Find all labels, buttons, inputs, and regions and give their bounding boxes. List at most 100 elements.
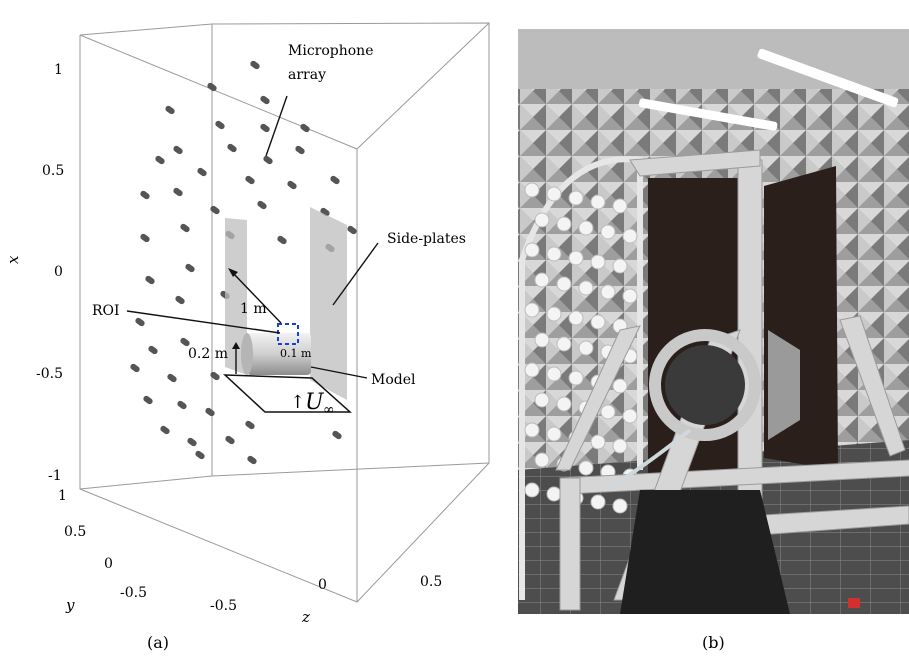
microphone-marker: [185, 263, 195, 273]
test-section-floor: [223, 374, 352, 413]
microphone-marker: [287, 180, 297, 190]
photo-microphone: [612, 378, 628, 394]
microphone-marker: [260, 95, 270, 105]
microphone-marker: [205, 407, 215, 417]
photo-microphone: [568, 250, 584, 266]
microphone-marker: [207, 82, 217, 92]
x-tick-1: 1: [54, 62, 63, 78]
microphone-marker: [165, 105, 175, 115]
microphone-marker: [175, 295, 185, 305]
freestream-velocity-label: ↑ U ∞: [290, 390, 335, 418]
photo-microphone: [556, 276, 572, 292]
y-tick-1: 1: [58, 488, 67, 504]
x-tick-0: 0: [54, 264, 63, 280]
z-axis: -0.5 0 0.5 z: [210, 574, 442, 626]
microphone-marker: [295, 145, 305, 155]
microphone-marker: [320, 207, 330, 217]
dist-02m-label: 0.2 m: [188, 346, 228, 362]
photo-microphone: [600, 284, 616, 300]
microphone-marker: [210, 205, 220, 215]
microphone-marker: [215, 120, 225, 130]
panel-b-caption: (b): [702, 633, 725, 652]
microphone-marker: [148, 345, 158, 355]
dist-1m-line: [231, 271, 282, 324]
photo-microphone: [612, 198, 628, 214]
microphone-marker: [245, 420, 255, 430]
turntable-plate: [768, 330, 800, 440]
tunnel-body: [620, 490, 790, 614]
roi-box: [277, 323, 299, 345]
dist-01m-label: 0.1 m: [280, 347, 312, 360]
microphone-marker: [173, 187, 183, 197]
microphone-marker: [135, 317, 145, 327]
photo-microphone: [578, 280, 594, 296]
photo-microphone: [568, 310, 584, 326]
x-tick-0.5: 0.5: [42, 163, 64, 179]
photo-microphone: [524, 482, 540, 498]
roi-label: ROI: [92, 303, 120, 319]
photo-microphone: [546, 186, 562, 202]
microphone-marker: [250, 60, 260, 70]
microphone-marker: [225, 435, 235, 445]
photo-microphone: [568, 370, 584, 386]
photo-microphone: [556, 336, 572, 352]
y-tick-0.5: 0.5: [64, 524, 86, 540]
microphone-marker: [155, 155, 165, 165]
model-label: Model: [371, 372, 416, 388]
microphone-marker: [247, 455, 257, 465]
microphone-marker: [257, 200, 267, 210]
microphone-marker: [277, 235, 287, 245]
flow-arrow: ↑: [290, 392, 305, 413]
microphone-marker: [180, 223, 190, 233]
photo-microphone: [556, 396, 572, 412]
ceiling-light-2: [638, 98, 778, 131]
photo-microphone: [600, 224, 616, 240]
microphone-marker: [160, 425, 170, 435]
tube: [604, 428, 692, 492]
panel-a-caption: (a): [147, 633, 169, 652]
y-axis-title: y: [65, 596, 75, 614]
side-plate-right: [310, 207, 347, 400]
microphone-marker: [173, 145, 183, 155]
photo-microphone: [546, 366, 562, 382]
microphone-marker: [332, 430, 342, 440]
microphone-marker: [245, 175, 255, 185]
photo-microphone: [534, 392, 550, 408]
photo-microphone: [524, 242, 540, 258]
photo-microphone: [590, 494, 606, 510]
ceiling-light-1: [757, 48, 899, 108]
microphone-marker: [197, 167, 207, 177]
photo-microphone: [524, 362, 540, 378]
panel-a-schematic: 1 0.5 0 -0.5 -1 x 1 0.5 0 -0.5 y -0.5 0 …: [4, 22, 490, 652]
microphone-marker: [260, 123, 270, 133]
z-tick-0: 0: [318, 577, 327, 593]
photo-microphone: [578, 460, 594, 476]
z-tick--0.5: -0.5: [210, 598, 237, 614]
x-tick--0.5: -0.5: [36, 366, 63, 382]
roi-leader: [126, 310, 281, 334]
microphone-label-line2: array: [288, 67, 326, 83]
nozzle-ring: [649, 329, 761, 441]
photo-microphone: [534, 332, 550, 348]
side-plate-left: [225, 218, 247, 375]
side-plates-leader: [332, 242, 379, 306]
bounding-box: [79, 22, 490, 603]
microphone-marker: [177, 400, 187, 410]
emergency-button: [848, 598, 860, 608]
microphone-marker: [300, 123, 310, 133]
panel-b-photo: (b): [518, 29, 909, 652]
photo-microphone: [622, 408, 638, 424]
photo-microphone: [556, 216, 572, 232]
microphone-marker: [167, 373, 177, 383]
microphone-marker: [140, 233, 150, 243]
photo-microphone: [546, 486, 562, 502]
photo-microphone: [600, 404, 616, 420]
nozzle-opening: [665, 345, 745, 425]
photo-microphone: [590, 254, 606, 270]
photo-microphone: [578, 340, 594, 356]
x-tick--1: -1: [48, 468, 62, 484]
microphone-marker: [347, 225, 357, 235]
microphone-marker: [263, 155, 273, 165]
photo-microphone: [524, 302, 540, 318]
photo-microphone: [568, 190, 584, 206]
